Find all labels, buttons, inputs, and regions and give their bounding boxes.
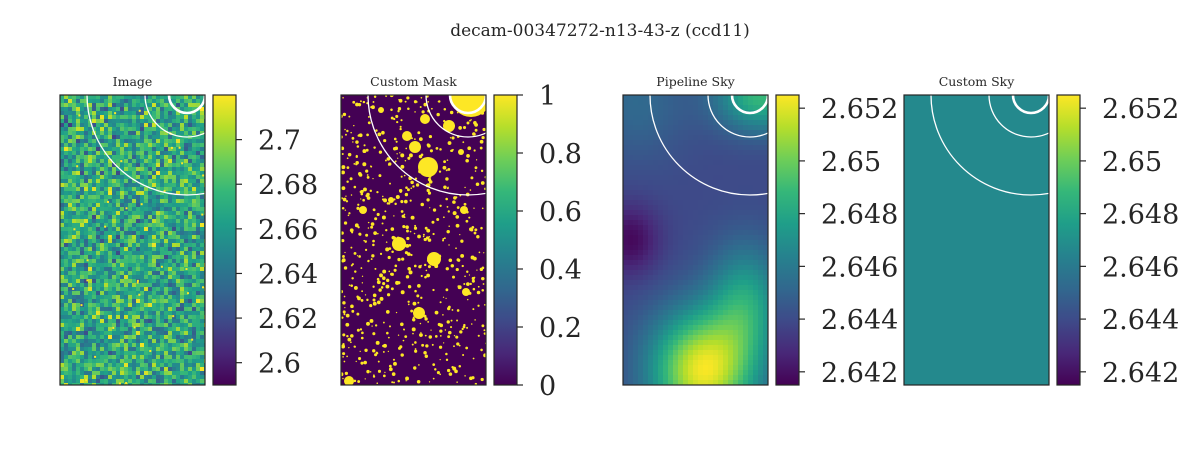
- colorbar-tick-label: 0.8: [539, 139, 582, 170]
- colorbar-tick-label: 0.6: [539, 197, 582, 228]
- panel-title: Image: [113, 74, 153, 89]
- colorbar-tick-label: 2.6: [258, 349, 301, 380]
- colorbar: [494, 95, 517, 385]
- colorbar-tick-label: 2.62: [258, 304, 318, 335]
- panel-title: Custom Sky: [939, 74, 1016, 89]
- heatmap-image: [623, 0, 850, 386]
- colorbar-tick-label: 0.2: [539, 313, 582, 344]
- colorbar-tick-label: 2.7: [258, 126, 301, 157]
- colorbar-tick-label: 2.648: [1102, 200, 1179, 231]
- panel-0: Image 2.6 2.62 2.64 2.66 2.68 2.7: [60, 0, 318, 387]
- panel-title: Pipeline Sky: [656, 74, 735, 89]
- colorbar-tick-label: 2.646: [821, 252, 898, 283]
- panel-1: Custom Mask 0 0.2 0.4 0.6 0.8 1: [339, 0, 582, 402]
- figure-title: decam-00347272-n13-43-z (ccd11): [450, 21, 750, 41]
- colorbar-tick-label: 2.65: [821, 147, 881, 178]
- colorbar-tick-label: 2.65: [1102, 147, 1162, 178]
- colorbar-tick-label: 2.68: [258, 170, 318, 201]
- colorbar-tick-label: 0.4: [539, 255, 582, 286]
- colorbar: [1057, 95, 1080, 385]
- panel-3: Custom Sky 2.642 2.644 2.646 2.648 2.65 2.652: [904, 0, 1179, 389]
- colorbar: [213, 95, 236, 385]
- colorbar-tick-label: 2.644: [821, 305, 898, 336]
- colorbar-tick-label: 2.644: [1102, 305, 1179, 336]
- colorbar-tick-label: 1: [539, 81, 556, 112]
- colorbar-tick-label: 2.646: [1102, 252, 1179, 283]
- colorbar-tick-label: 2.66: [258, 215, 318, 246]
- panel-title: Custom Mask: [370, 74, 457, 89]
- colorbar-tick-label: 2.642: [1102, 358, 1179, 389]
- colorbar: [776, 95, 799, 385]
- colorbar-tick-label: 2.652: [821, 94, 898, 125]
- colorbar-tick-label: 0: [539, 371, 556, 402]
- colorbar-tick-label: 2.652: [1102, 94, 1179, 125]
- colorbar-tick-label: 2.642: [821, 358, 898, 389]
- heatmap-image: [60, 0, 287, 387]
- colorbar-tick-label: 2.64: [258, 259, 318, 290]
- panel-2: Pipeline Sky 2.642 2.644 2.646 2.648 2.65 2.65…: [623, 0, 898, 389]
- colorbar-tick-label: 2.648: [821, 200, 898, 231]
- heatmap-image: [904, 0, 1131, 385]
- heatmap-image: [339, 0, 568, 386]
